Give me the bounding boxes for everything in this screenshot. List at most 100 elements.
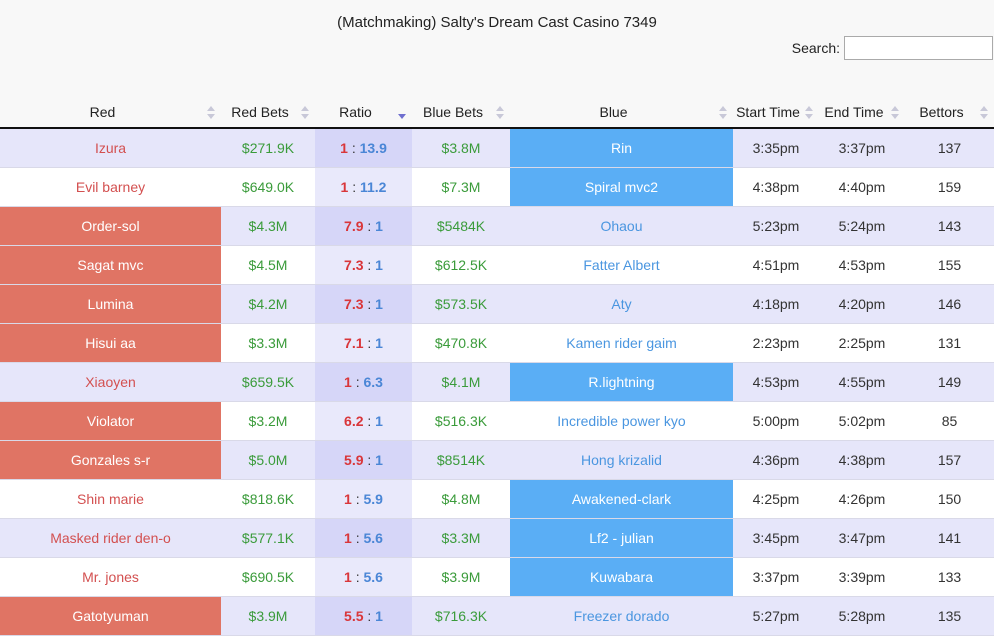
table-row: Violator $3.2M 6.2 : 1 $516.3K Incredible po… xyxy=(0,401,994,441)
end-time-cell: 5:24pm xyxy=(819,206,905,246)
blue-fighter-cell: Ohaou xyxy=(510,206,733,246)
ratio-red-value: 1 xyxy=(344,491,352,507)
bettors-cell: 85 xyxy=(905,401,994,441)
table-row: Lumina $4.2M 7.3 : 1 $573.5K Aty 4:18pm 4:20pm… xyxy=(0,284,994,324)
blue-bets-cell: $5484K xyxy=(412,206,510,246)
ratio-separator: : xyxy=(347,140,360,156)
search-input[interactable] xyxy=(844,36,993,60)
ratio-separator: : xyxy=(351,569,364,585)
bettors-cell: 143 xyxy=(905,206,994,246)
column-header-blue-bets[interactable]: Blue Bets xyxy=(412,97,510,129)
blue-fighter-cell: Hong krizalid xyxy=(510,440,733,480)
end-time-cell: 3:37pm xyxy=(819,128,905,168)
bettors-cell: 149 xyxy=(905,362,994,402)
column-header-bettors[interactable]: Bettors xyxy=(905,97,994,129)
end-time-cell: 4:40pm xyxy=(819,167,905,207)
table-row: Gonzales s-r $5.0M 5.9 : 1 $8514K Hong kriza… xyxy=(0,440,994,480)
red-fighter-cell: Evil barney xyxy=(0,167,221,207)
sort-icon xyxy=(980,106,988,120)
ratio-separator: : xyxy=(351,374,364,390)
ratio-red-value: 7.3 xyxy=(344,257,364,273)
table-row: Xiaoyen $659.5K 1 : 6.3 $4.1M R.lightning 4:5… xyxy=(0,362,994,402)
sort-icon xyxy=(207,106,215,120)
ratio-cell: 1 : 5.9 xyxy=(315,479,412,519)
blue-fighter-cell: R.lightning xyxy=(510,362,733,402)
ratio-separator: : xyxy=(363,413,376,429)
blue-bets-cell: $3.9M xyxy=(412,557,510,597)
table-row: Order-sol $4.3M 7.9 : 1 $5484K Ohaou 5:23pm 5:… xyxy=(0,206,994,246)
table-row: Mr. jones $690.5K 1 : 5.6 $3.9M Kuwabara 3:37… xyxy=(0,557,994,597)
blue-bets-cell: $573.5K xyxy=(412,284,510,324)
ratio-blue-value: 1 xyxy=(375,335,383,351)
ratio-separator: : xyxy=(363,257,376,273)
red-bets-cell: $649.0K xyxy=(221,167,315,207)
red-fighter-cell: Izura xyxy=(0,128,221,168)
ratio-cell: 1 : 11.2 xyxy=(315,167,412,207)
table-row: Sagat mvc $4.5M 7.3 : 1 $612.5K Fatter Alber… xyxy=(0,245,994,285)
ratio-blue-value: 1 xyxy=(375,452,383,468)
start-time-cell: 4:53pm xyxy=(733,362,819,402)
ratio-blue-value: 5.9 xyxy=(363,491,383,507)
column-header-end-time[interactable]: End Time xyxy=(819,97,905,129)
blue-fighter-cell: Aty xyxy=(510,284,733,324)
table-row: Shin marie $818.6K 1 : 5.9 $4.8M Awakened-cl… xyxy=(0,479,994,519)
start-time-cell: 2:23pm xyxy=(733,323,819,363)
blue-fighter-cell: Freezer dorado xyxy=(510,596,733,636)
column-label: Red Bets xyxy=(231,104,289,120)
ratio-blue-value: 11.2 xyxy=(359,179,387,195)
column-label: Blue xyxy=(599,104,628,120)
ratio-blue-value: 1 xyxy=(375,257,383,273)
ratio-blue-value: 5.6 xyxy=(363,530,383,546)
ratio-red-value: 1 xyxy=(340,140,348,156)
table-row: Hisui aa $3.3M 7.1 : 1 $470.8K Kamen rider g… xyxy=(0,323,994,363)
table-body: Izura $271.9K 1 : 13.9 $3.8M Rin 3:35pm 3:37pm… xyxy=(0,128,994,636)
ratio-separator: : xyxy=(348,179,360,195)
column-header-red-bets[interactable]: Red Bets xyxy=(221,97,315,129)
blue-bets-cell: $3.3M xyxy=(412,518,510,558)
red-bets-cell: $4.5M xyxy=(221,245,315,285)
red-bets-cell: $659.5K xyxy=(221,362,315,402)
end-time-cell: 4:26pm xyxy=(819,479,905,519)
ratio-cell: 7.3 : 1 xyxy=(315,284,412,324)
end-time-cell: 4:55pm xyxy=(819,362,905,402)
blue-bets-cell: $3.8M xyxy=(412,128,510,168)
red-fighter-cell: Hisui aa xyxy=(0,323,221,363)
end-time-cell: 4:20pm xyxy=(819,284,905,324)
ratio-red-value: 1 xyxy=(344,374,352,390)
column-header-ratio[interactable]: Ratio xyxy=(315,97,412,129)
column-header-blue[interactable]: Blue xyxy=(510,97,733,129)
ratio-separator: : xyxy=(363,608,376,624)
red-bets-cell: $818.6K xyxy=(221,479,315,519)
table-row: Izura $271.9K 1 : 13.9 $3.8M Rin 3:35pm 3:37pm… xyxy=(0,128,994,168)
column-header-start-time[interactable]: Start Time xyxy=(733,97,819,129)
red-bets-cell: $4.2M xyxy=(221,284,315,324)
column-header-red[interactable]: Red xyxy=(0,97,221,129)
start-time-cell: 5:23pm xyxy=(733,206,819,246)
ratio-cell: 1 : 5.6 xyxy=(315,557,412,597)
blue-fighter-cell: Kuwabara xyxy=(510,557,733,597)
start-time-cell: 4:18pm xyxy=(733,284,819,324)
red-fighter-cell: Violator xyxy=(0,401,221,441)
column-label: Red xyxy=(89,104,116,120)
red-fighter-cell: Shin marie xyxy=(0,479,221,519)
ratio-blue-value: 1 xyxy=(375,296,383,312)
ratio-red-value: 6.2 xyxy=(344,413,364,429)
end-time-cell: 2:25pm xyxy=(819,323,905,363)
ratio-red-value: 1 xyxy=(340,179,349,195)
ratio-separator: : xyxy=(363,335,376,351)
red-bets-cell: $271.9K xyxy=(221,128,315,168)
red-bets-cell: $3.9M xyxy=(221,596,315,636)
matches-table: Red Red Bets Ratio Blue Bets Blue Start … xyxy=(0,97,994,636)
red-bets-cell: $690.5K xyxy=(221,557,315,597)
bettors-cell: 159 xyxy=(905,167,994,207)
sort-icon xyxy=(301,106,309,120)
end-time-cell: 4:53pm xyxy=(819,245,905,285)
header-row: Red Red Bets Ratio Blue Bets Blue Start … xyxy=(0,97,994,129)
ratio-cell: 1 : 13.9 xyxy=(315,128,412,168)
red-bets-cell: $4.3M xyxy=(221,206,315,246)
ratio-cell: 6.2 : 1 xyxy=(315,401,412,441)
start-time-cell: 3:45pm xyxy=(733,518,819,558)
end-time-cell: 4:38pm xyxy=(819,440,905,480)
red-bets-cell: $3.2M xyxy=(221,401,315,441)
sort-icon xyxy=(719,106,727,120)
